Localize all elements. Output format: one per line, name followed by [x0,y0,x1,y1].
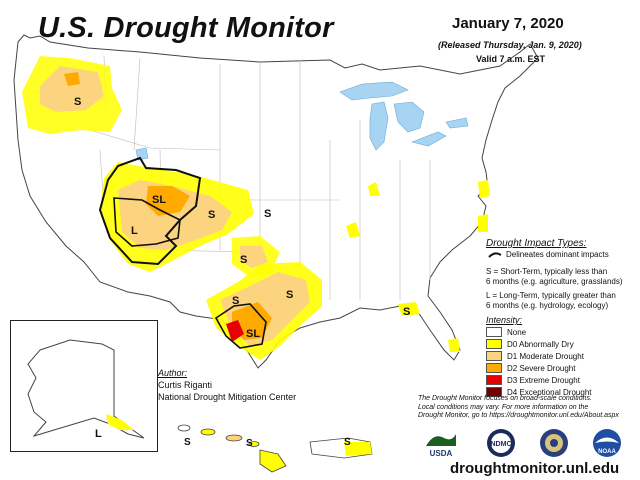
lake-erie [411,131,447,147]
impact-l-line2: 6 months (e.g. hydrology, ecology) [486,301,609,310]
impact-label-s-gulf: S [403,306,411,318]
usda-logo: USDA [424,428,458,458]
legend-swatch-d2 [486,363,502,373]
impact-label-s-puerto-rico: S [344,437,351,448]
great-salt-lake [135,147,149,161]
drought-midwest-d0 [346,222,360,238]
impact-label-s-hawaii-east: S [246,438,253,449]
impact-label-s-texas-east: S [286,289,294,301]
ndmc-logo: NDMC [484,428,518,458]
legend-row-d2: D2 Severe Drought [486,363,575,373]
impact-label-sl-texas: SL [246,328,261,340]
intensity-title: Intensity: [486,315,523,325]
drought-florida-d0 [448,338,460,352]
impact-label-l-alaska: L [95,428,102,440]
drought-carolina-d0 [478,214,488,232]
legend-label-none: None [507,327,527,337]
impact-label-sl-four-corners: SL [152,194,167,206]
drought-pacific-nw-d2 [64,72,80,86]
drought-ohio-valley-d0 [368,182,380,196]
impact-s-line2: 6 months (e.g. agriculture, grasslands) [486,277,623,286]
impact-l-line1: L = Long-Term, typically greater than [486,291,616,300]
website-url[interactable]: droughtmonitor.unl.edu [450,460,620,477]
legend-row-d1: D1 Moderate Drought [486,351,584,361]
author-name: Curtis Riganti [158,380,213,390]
alaska-drought-d0 [106,414,134,430]
map-title: U.S. Drought Monitor [38,12,334,44]
noaa-logo-text: NOAA [598,449,616,455]
impact-label-s-texas-west: S [232,295,240,307]
usda-logo-text: USDA [430,449,453,458]
legend-label-d2: D2 Severe Drought [507,363,576,373]
noaa-logo: NOAA [590,428,624,458]
release-date: (Released Thursday, Jan. 9, 2020) [438,40,582,50]
legend-label-d3: D3 Extreme Drought [507,375,580,385]
legend-row-none: None [486,327,526,337]
lake-huron [393,101,425,133]
impact-label-s-pacific: S [74,96,82,108]
impact-line-l-utah [113,197,181,247]
lake-michigan [369,101,389,151]
impact-delineates-text: Delineates dominant impacts [506,250,609,259]
legend-label-d4: D4 Exceptional Drought [507,387,592,397]
commerce-seal-logo [537,428,571,458]
legend-row-d0: D0 Abnormally Dry [486,339,574,349]
drought-plains-d1 [240,246,268,268]
lake-superior [339,81,409,101]
hawaii-inset [177,424,287,473]
drought-mid-atlantic-d0 [478,180,490,198]
lake-ontario [445,117,469,129]
note-text: The Drought Monitor focuses on broad-sca… [418,395,640,421]
impact-types-title: Drought Impact Types: [486,238,587,249]
impact-line-texas [214,303,267,349]
legend-label-d1: D1 Moderate Drought [507,351,584,361]
map-date: January 7, 2020 [452,15,564,32]
legend-label-d0: D0 Abnormally Dry [507,339,574,349]
legend-swatch-d1 [486,351,502,361]
legend-swatch-none [486,327,502,337]
impact-s-line1: S = Short-Term, typically less than [486,267,608,276]
note-line-2: Local conditions may vary. For more info… [418,403,589,411]
legend-swatch-d0 [486,339,502,349]
impact-label-s-colorado: S [208,209,216,221]
impact-label-s-hawaii-west: S [184,437,191,448]
impact-line-symbol [488,252,502,258]
author-title: Author: [158,368,188,378]
note-line-1: The Drought Monitor focuses on broad-sca… [418,395,592,402]
ndmc-logo-text: NDMC [491,441,512,448]
legend-row-d4: D4 Exceptional Drought [486,387,592,397]
valid-time: Valid 7 a.m. EST [476,54,546,64]
note-line-3: Drought Monitor, go to https://droughtmo… [418,412,619,419]
drought-texas-d3 [226,320,244,342]
drought-pacific-nw-d1 [40,66,104,112]
drought-gulf-d0 [398,302,420,316]
legend-swatch-d4 [486,387,502,397]
impact-label-l-four-corners: L [131,225,138,237]
drought-four-corners-d1 [118,180,232,250]
alaska-outline [27,339,145,439]
alaska-inset [10,320,158,452]
impact-label-s-kansas: S [264,208,272,220]
legend-swatch-d3 [486,375,502,385]
impact-label-s-oklahoma: S [240,254,248,266]
author-org: National Drought Mitigation Center [158,392,297,402]
puerto-rico-inset [309,437,373,459]
legend-row-d3: D3 Extreme Drought [486,375,580,385]
